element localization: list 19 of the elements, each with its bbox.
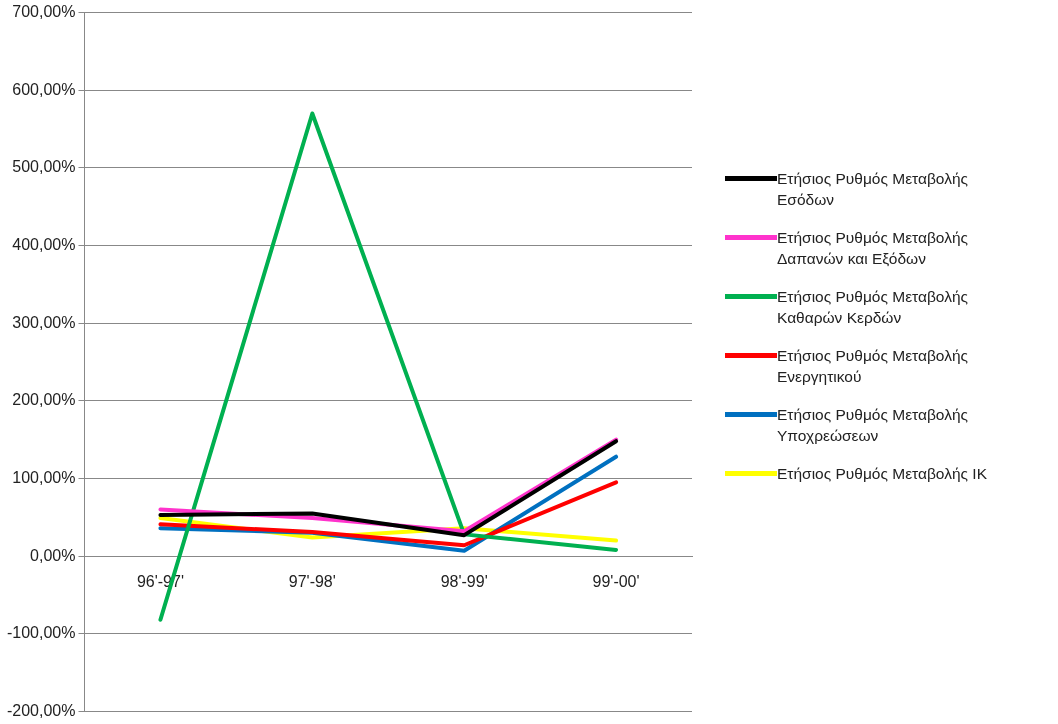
y-tick-label: 200,00% bbox=[12, 391, 76, 409]
y-tick-label: 700,00% bbox=[12, 3, 76, 21]
x-tick-label: 99'-00' bbox=[592, 573, 640, 591]
legend-label: Ετήσιος Ρυθμός Μεταβολής Δαπανών και Εξόδων bbox=[777, 228, 970, 269]
x-tick-label: 98'-99' bbox=[440, 573, 488, 591]
legend-label: Ετήσιος Ρυθμός Μεταβολής Ενεργητικού bbox=[777, 346, 970, 387]
legend-label: Ετήσιος Ρυθμός Μεταβολής Καθαρών Κερδών bbox=[777, 287, 970, 328]
legend-label: Ετήσιος Ρυθμός Μεταβολής Υποχρεώσεων bbox=[777, 405, 970, 446]
y-tick-label: 100,00% bbox=[12, 468, 76, 486]
y-tick-label: -200,00% bbox=[6, 701, 76, 719]
y-tick-label: 400,00% bbox=[12, 235, 76, 253]
legend-label: Ετήσιος Ρυθμός Μεταβολής ΙΚ bbox=[777, 464, 988, 484]
y-tick-label: -100,00% bbox=[6, 624, 76, 642]
legend-label: Ετήσιος Ρυθμός Μεταβολής Εσόδων bbox=[777, 169, 970, 210]
y-tick-label: 600,00% bbox=[12, 80, 76, 98]
y-tick-label: 300,00% bbox=[12, 313, 76, 331]
y-tick-label: 500,00% bbox=[12, 158, 76, 176]
x-tick-label: 97'-98' bbox=[288, 573, 336, 591]
y-tick-label: 0,00% bbox=[30, 546, 76, 564]
